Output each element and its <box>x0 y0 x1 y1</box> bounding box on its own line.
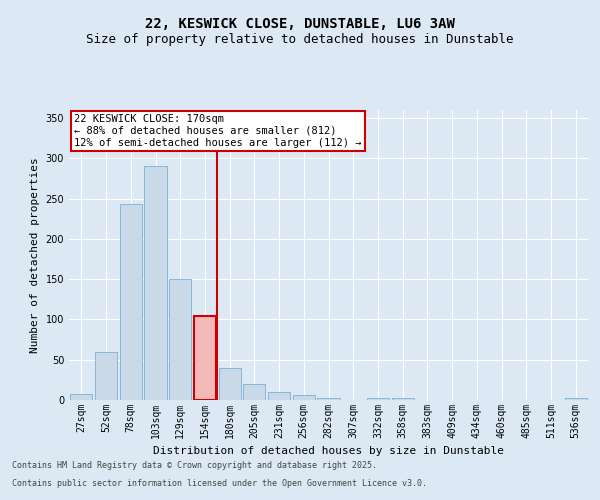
Bar <box>70 394 92 400</box>
Bar <box>367 398 389 400</box>
Bar <box>317 398 340 400</box>
Text: 22 KESWICK CLOSE: 170sqm
← 88% of detached houses are smaller (812)
12% of semi-: 22 KESWICK CLOSE: 170sqm ← 88% of detach… <box>74 114 362 148</box>
X-axis label: Distribution of detached houses by size in Dunstable: Distribution of detached houses by size … <box>153 446 504 456</box>
Text: 22, KESWICK CLOSE, DUNSTABLE, LU6 3AW: 22, KESWICK CLOSE, DUNSTABLE, LU6 3AW <box>145 18 455 32</box>
Text: Contains public sector information licensed under the Open Government Licence v3: Contains public sector information licen… <box>12 478 427 488</box>
Y-axis label: Number of detached properties: Number of detached properties <box>30 157 40 353</box>
Bar <box>169 279 191 400</box>
Bar <box>95 352 117 400</box>
Bar <box>293 395 315 400</box>
Bar <box>119 204 142 400</box>
Bar <box>194 316 216 400</box>
Bar <box>243 384 265 400</box>
Text: Size of property relative to detached houses in Dunstable: Size of property relative to detached ho… <box>86 32 514 46</box>
Bar <box>392 398 414 400</box>
Bar <box>565 398 587 400</box>
Bar <box>218 368 241 400</box>
Bar <box>145 166 167 400</box>
Text: Contains HM Land Registry data © Crown copyright and database right 2025.: Contains HM Land Registry data © Crown c… <box>12 461 377 470</box>
Bar <box>268 392 290 400</box>
